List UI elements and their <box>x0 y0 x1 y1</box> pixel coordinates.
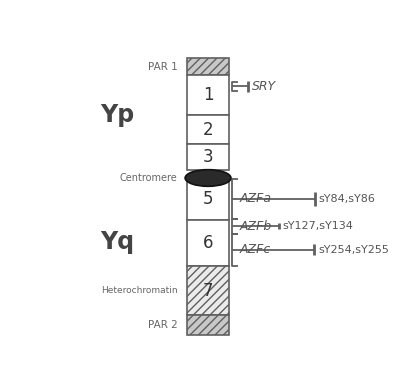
Text: AZFa: AZFa <box>240 192 272 205</box>
Text: Centromere: Centromere <box>120 173 177 183</box>
Bar <box>187 58 229 74</box>
Bar <box>187 266 229 315</box>
Text: AZFb: AZFb <box>240 220 272 233</box>
Text: Yq: Yq <box>100 230 135 254</box>
Bar <box>187 220 229 266</box>
Text: sY254,sY255: sY254,sY255 <box>318 245 389 255</box>
Bar <box>187 177 229 220</box>
Text: 3: 3 <box>203 148 213 166</box>
Text: AZFc: AZFc <box>240 243 271 256</box>
Text: 5: 5 <box>203 190 213 208</box>
Bar <box>187 144 229 170</box>
Bar <box>187 115 229 144</box>
Text: sY84,sY86: sY84,sY86 <box>319 194 375 204</box>
Text: Heterochromatin: Heterochromatin <box>101 286 177 295</box>
Text: SRY: SRY <box>252 80 276 93</box>
Bar <box>187 74 229 115</box>
Text: 7: 7 <box>203 282 213 300</box>
Text: sY127,sY134: sY127,sY134 <box>282 221 353 231</box>
Text: PAR 2: PAR 2 <box>148 320 177 330</box>
Ellipse shape <box>185 170 231 186</box>
Text: PAR 1: PAR 1 <box>148 61 177 71</box>
Text: 2: 2 <box>203 120 213 139</box>
Text: 6: 6 <box>203 234 213 252</box>
Bar <box>187 315 229 335</box>
Text: 1: 1 <box>203 86 213 103</box>
Text: Yp: Yp <box>100 103 135 127</box>
